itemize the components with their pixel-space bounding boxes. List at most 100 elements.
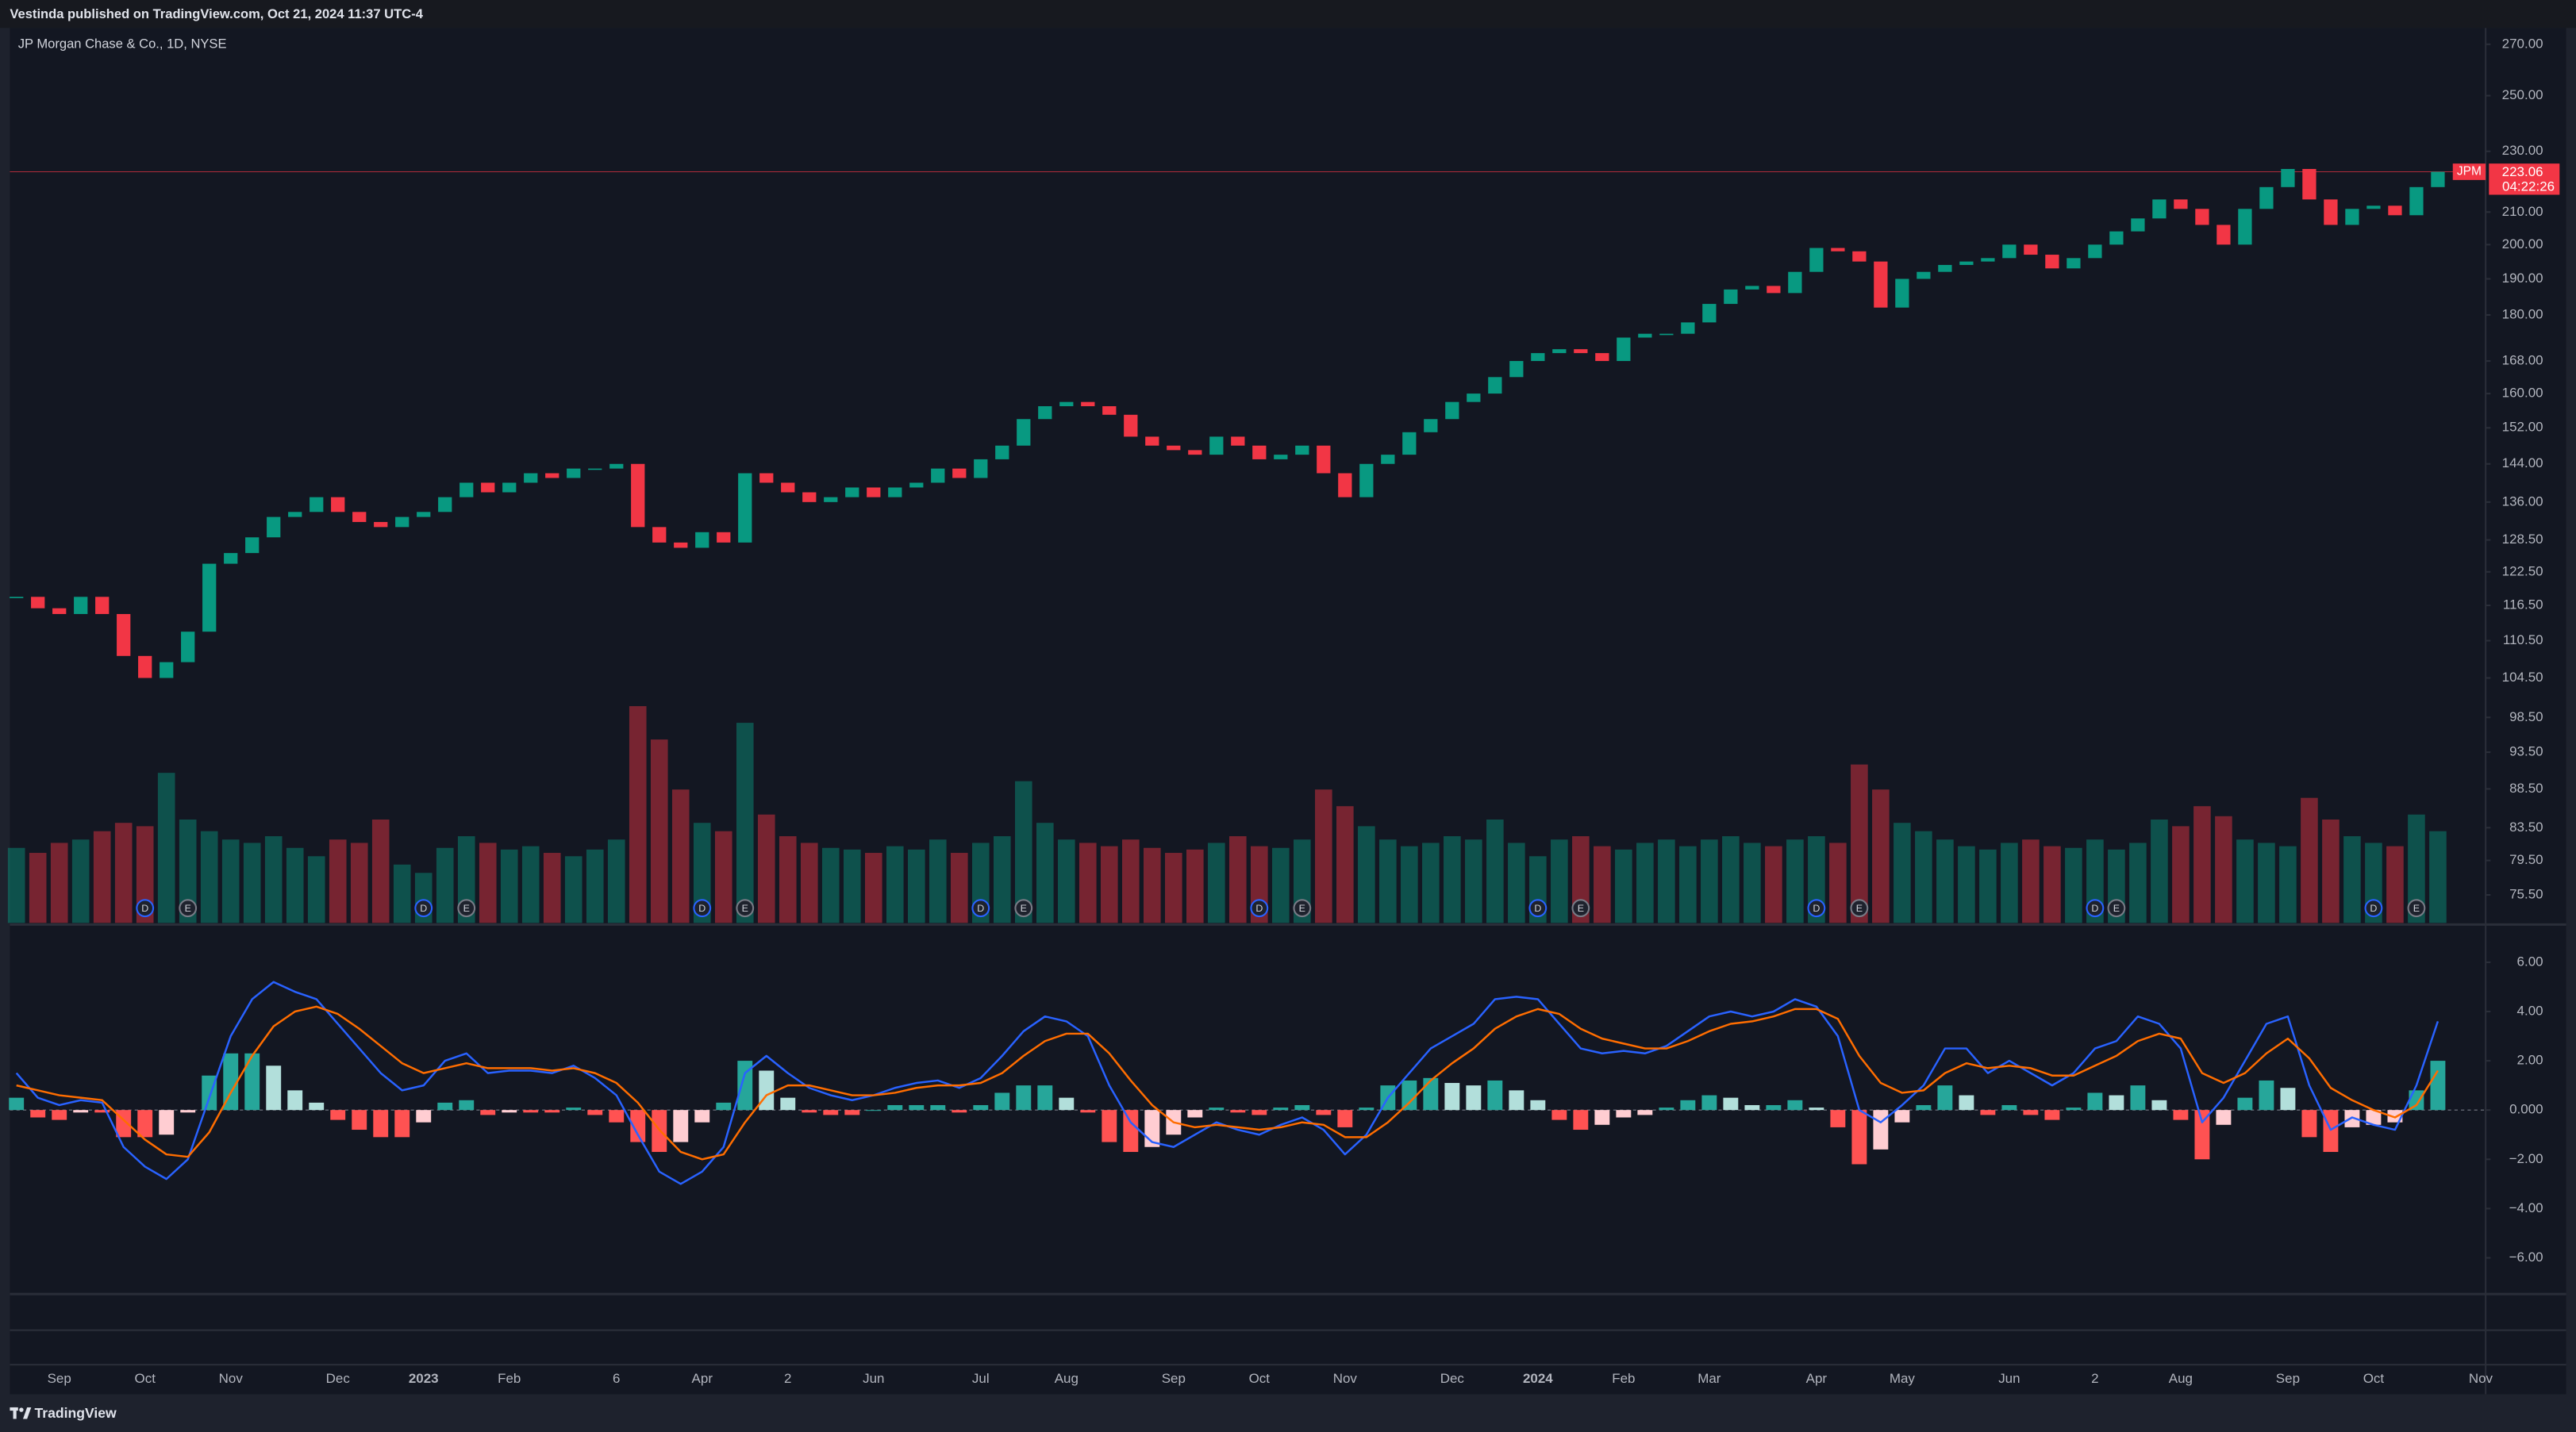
event-marker[interactable] <box>414 899 433 918</box>
candle <box>909 482 924 488</box>
event-marker[interactable] <box>1014 899 1033 918</box>
event-marker[interactable] <box>2107 899 2126 918</box>
event-marker[interactable] <box>1250 899 1269 918</box>
histogram-bar <box>2194 1110 2210 1160</box>
volume-bar <box>286 847 304 923</box>
event-label: E <box>1021 903 1027 914</box>
candle <box>1231 436 1245 446</box>
volume-bar <box>864 853 882 923</box>
volume-bar <box>500 849 518 923</box>
histogram-bar <box>373 1110 389 1138</box>
volume-bar <box>1958 846 1975 923</box>
volume-bar <box>479 843 497 923</box>
y-tick-label: 230.00 <box>2502 143 2543 158</box>
volume-bar <box>1036 823 1054 923</box>
histogram-bar <box>887 1104 903 1111</box>
histogram-bar <box>2301 1110 2317 1138</box>
volume-bar <box>886 846 904 923</box>
volume-bar <box>393 864 411 923</box>
event-label: E <box>1578 903 1584 914</box>
histogram-bar <box>630 1110 646 1142</box>
volume-bar <box>371 820 390 923</box>
histogram-bar <box>523 1110 539 1113</box>
volume-bar <box>543 853 561 923</box>
histogram-bar <box>2087 1092 2103 1111</box>
volume-bar <box>50 843 68 923</box>
volume-bar <box>1057 839 1075 923</box>
event-marker[interactable] <box>457 899 476 918</box>
volume-bar <box>2172 826 2190 923</box>
event-label: E <box>185 903 191 914</box>
histogram-bar <box>1037 1085 1053 1111</box>
event-marker[interactable] <box>2407 899 2426 918</box>
event-marker[interactable] <box>693 899 712 918</box>
event-marker[interactable] <box>1807 899 1826 918</box>
candle <box>652 527 667 543</box>
candle <box>952 468 967 478</box>
volume-bar <box>607 839 625 923</box>
event-marker[interactable] <box>1571 899 1590 918</box>
histogram-bar <box>1187 1110 1203 1118</box>
event-marker[interactable] <box>2086 899 2105 918</box>
volume-bar <box>1208 843 1225 923</box>
histogram-bar <box>1059 1097 1075 1111</box>
candle <box>2431 171 2445 187</box>
volume-bar <box>1786 839 1804 923</box>
event-marker[interactable] <box>971 899 990 918</box>
x-tick-label: Apr <box>692 1371 713 1386</box>
candle <box>1638 333 1652 338</box>
histogram-bar <box>1894 1110 1910 1123</box>
candle <box>2409 186 2424 216</box>
candle <box>1188 450 1202 455</box>
event-marker[interactable] <box>179 899 198 918</box>
candle <box>1424 419 1438 432</box>
y-tick-label: 98.50 <box>2509 709 2543 724</box>
histogram-bar <box>73 1110 89 1113</box>
volume-bar <box>1186 849 1204 923</box>
histogram-bar <box>352 1110 367 1131</box>
candle <box>1038 406 1052 420</box>
candle <box>695 532 709 548</box>
volume-bar <box>1615 849 1632 923</box>
event-label: D <box>141 903 148 914</box>
event-marker[interactable] <box>136 899 155 918</box>
histogram-bar <box>1701 1095 1717 1111</box>
volume-bar <box>1336 806 1354 923</box>
event-label: E <box>2113 903 2120 914</box>
histogram-bar <box>866 1110 882 1111</box>
volume-bar <box>1915 831 1932 923</box>
histogram-bar <box>1766 1104 1782 1111</box>
volume-bar <box>1422 843 1440 923</box>
volume-bar <box>843 849 861 923</box>
event-marker[interactable] <box>2364 899 2383 918</box>
event-marker[interactable] <box>1293 899 1312 918</box>
histogram-bar <box>1273 1108 1289 1111</box>
event-label: E <box>742 903 748 914</box>
volume-bar <box>693 823 711 923</box>
candle <box>824 497 838 502</box>
candle <box>502 482 517 493</box>
histogram-bar <box>2066 1108 2082 1111</box>
event-marker[interactable] <box>1528 899 1548 918</box>
volume-bar <box>2386 846 2404 923</box>
candle <box>181 632 195 662</box>
candle <box>31 597 45 609</box>
candle <box>1081 401 1095 407</box>
event-marker[interactable] <box>736 899 755 918</box>
histogram-bar <box>2323 1110 2339 1152</box>
candle <box>1724 289 1738 305</box>
volume-bar <box>2065 847 2082 923</box>
histogram-bar <box>2344 1110 2360 1127</box>
event-marker[interactable] <box>1850 899 1869 918</box>
x-tick-label: 2024 <box>1523 1371 1553 1386</box>
y-tick-label: 168.00 <box>2502 353 2543 368</box>
histogram-bar <box>1294 1104 1310 1111</box>
volume-bar <box>629 706 647 923</box>
histogram-bar <box>1444 1083 1460 1111</box>
y-tick-label: 152.00 <box>2502 420 2543 435</box>
volume-bar <box>1829 843 1847 923</box>
y-tick-label: 250.00 <box>2502 87 2543 102</box>
event-label: E <box>1856 903 1863 914</box>
